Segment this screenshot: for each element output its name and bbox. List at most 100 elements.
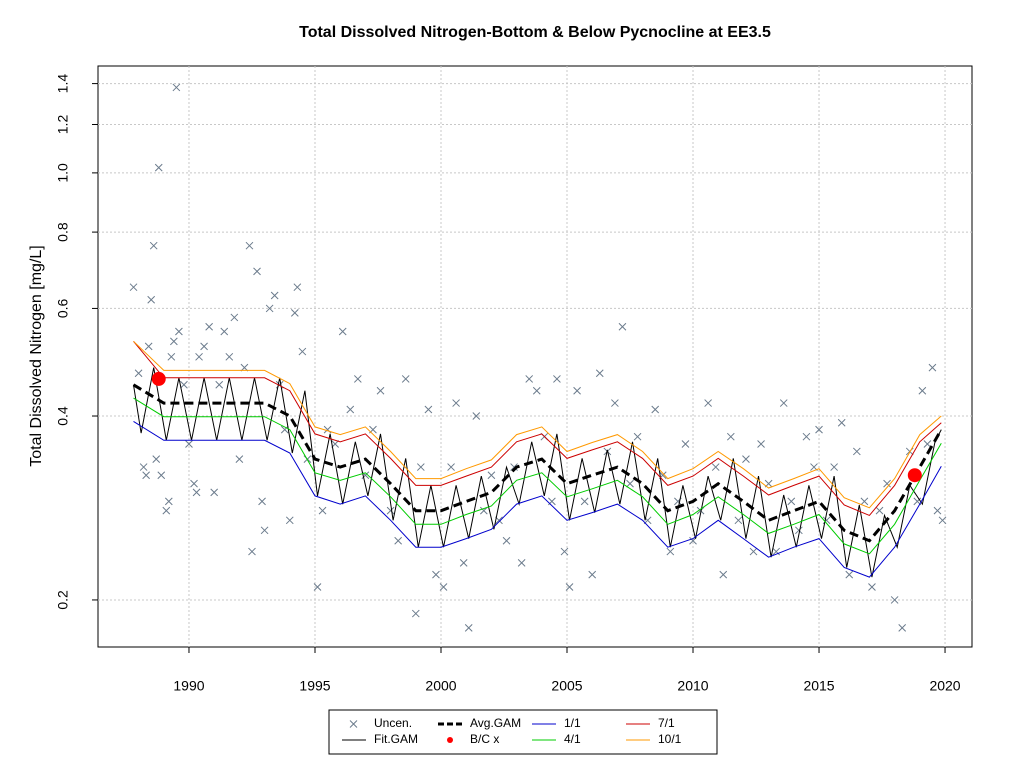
x-tick-label: 2015 bbox=[803, 678, 834, 694]
data-point bbox=[245, 241, 254, 250]
data-point bbox=[464, 624, 473, 632]
data-point bbox=[573, 386, 581, 395]
data-point bbox=[215, 380, 224, 389]
legend-label: 4/1 bbox=[564, 732, 581, 746]
data-point bbox=[459, 559, 468, 567]
data-point bbox=[588, 570, 597, 579]
data-point bbox=[318, 506, 327, 515]
y-tick-label: 0.4 bbox=[55, 406, 71, 426]
data-point bbox=[696, 506, 705, 515]
data-point bbox=[868, 583, 876, 591]
data-point bbox=[681, 440, 690, 448]
data-point bbox=[928, 363, 937, 372]
data-point bbox=[666, 547, 675, 556]
data-point bbox=[704, 399, 712, 407]
data-point bbox=[795, 526, 803, 535]
data-point bbox=[293, 283, 302, 292]
data-point bbox=[147, 295, 156, 304]
data-point bbox=[580, 497, 589, 506]
data-point bbox=[779, 399, 788, 407]
data-point bbox=[149, 241, 158, 250]
data-point bbox=[361, 471, 370, 480]
data-point bbox=[565, 583, 574, 591]
x-tick-label: 2005 bbox=[551, 678, 582, 694]
data-point bbox=[376, 386, 385, 395]
legend-entries: Uncen. Fit.GAM Avg.GAM B/C x 1/1 4/1 7/1 10/1 bbox=[342, 716, 682, 746]
data-point bbox=[633, 432, 642, 441]
legend-marker bbox=[349, 720, 358, 728]
data-point bbox=[298, 347, 307, 356]
data-point bbox=[253, 267, 261, 276]
data-point bbox=[164, 497, 173, 506]
data-point bbox=[532, 386, 541, 395]
data-point bbox=[626, 479, 634, 488]
data-point bbox=[270, 291, 279, 300]
data-point bbox=[353, 375, 362, 383]
data-point bbox=[134, 369, 143, 378]
legend-label: Avg.GAM bbox=[470, 716, 521, 730]
data-point bbox=[258, 497, 266, 506]
data-point bbox=[280, 425, 289, 434]
data-point bbox=[139, 463, 148, 471]
x-tick-label: 2010 bbox=[677, 678, 708, 694]
data-point bbox=[772, 547, 781, 556]
data-point bbox=[830, 463, 838, 471]
data-point bbox=[651, 405, 660, 414]
data-point bbox=[757, 440, 765, 448]
data-point bbox=[487, 471, 496, 480]
data-point bbox=[192, 488, 201, 497]
legend-label: 7/1 bbox=[658, 716, 675, 730]
data-point bbox=[129, 283, 138, 292]
data-point bbox=[742, 455, 750, 463]
data-point bbox=[875, 506, 884, 515]
data-point bbox=[711, 463, 720, 471]
legend-label: B/C x bbox=[470, 732, 499, 746]
data-point bbox=[815, 425, 823, 434]
data-point bbox=[907, 468, 922, 483]
data-point bbox=[749, 547, 758, 556]
data-point bbox=[502, 536, 511, 545]
data-point bbox=[860, 497, 869, 506]
data-point bbox=[479, 506, 488, 515]
data-point bbox=[734, 516, 743, 525]
data-point bbox=[416, 463, 425, 471]
data-point bbox=[175, 327, 183, 336]
data-point bbox=[517, 559, 526, 567]
data-point bbox=[142, 471, 150, 480]
data-point bbox=[432, 570, 440, 579]
data-point bbox=[195, 352, 203, 361]
y-tick-label: 1.4 bbox=[55, 74, 71, 94]
data-point bbox=[205, 322, 213, 331]
data-point bbox=[852, 447, 861, 456]
series-line bbox=[133, 420, 942, 578]
data-point bbox=[595, 369, 604, 378]
data-point bbox=[313, 583, 322, 591]
legend bbox=[328, 709, 718, 755]
data-point bbox=[152, 455, 161, 463]
data-point bbox=[144, 342, 153, 351]
data-point bbox=[525, 375, 534, 383]
y-tick-label: 0.6 bbox=[55, 298, 71, 318]
data-point bbox=[290, 309, 299, 317]
y-tick-label: 0.2 bbox=[55, 590, 71, 610]
x-tick-label: 1990 bbox=[173, 678, 204, 694]
data-point bbox=[719, 570, 728, 579]
legend-label: Uncen. bbox=[374, 716, 412, 730]
data-point bbox=[726, 432, 735, 441]
series-line bbox=[133, 397, 942, 555]
data-point bbox=[845, 570, 854, 579]
data-point bbox=[190, 479, 198, 488]
data-point bbox=[260, 526, 269, 535]
data-point bbox=[802, 432, 811, 441]
data-point bbox=[346, 405, 355, 414]
data-point bbox=[938, 516, 947, 525]
series-line bbox=[133, 367, 942, 578]
data-point bbox=[401, 375, 410, 383]
plot-area bbox=[129, 83, 947, 632]
data-point bbox=[933, 506, 942, 515]
data-point bbox=[185, 440, 193, 448]
data-point bbox=[248, 547, 256, 556]
series-line bbox=[132, 383, 943, 543]
x-tick-label: 1995 bbox=[299, 678, 330, 694]
data-point bbox=[235, 455, 244, 463]
